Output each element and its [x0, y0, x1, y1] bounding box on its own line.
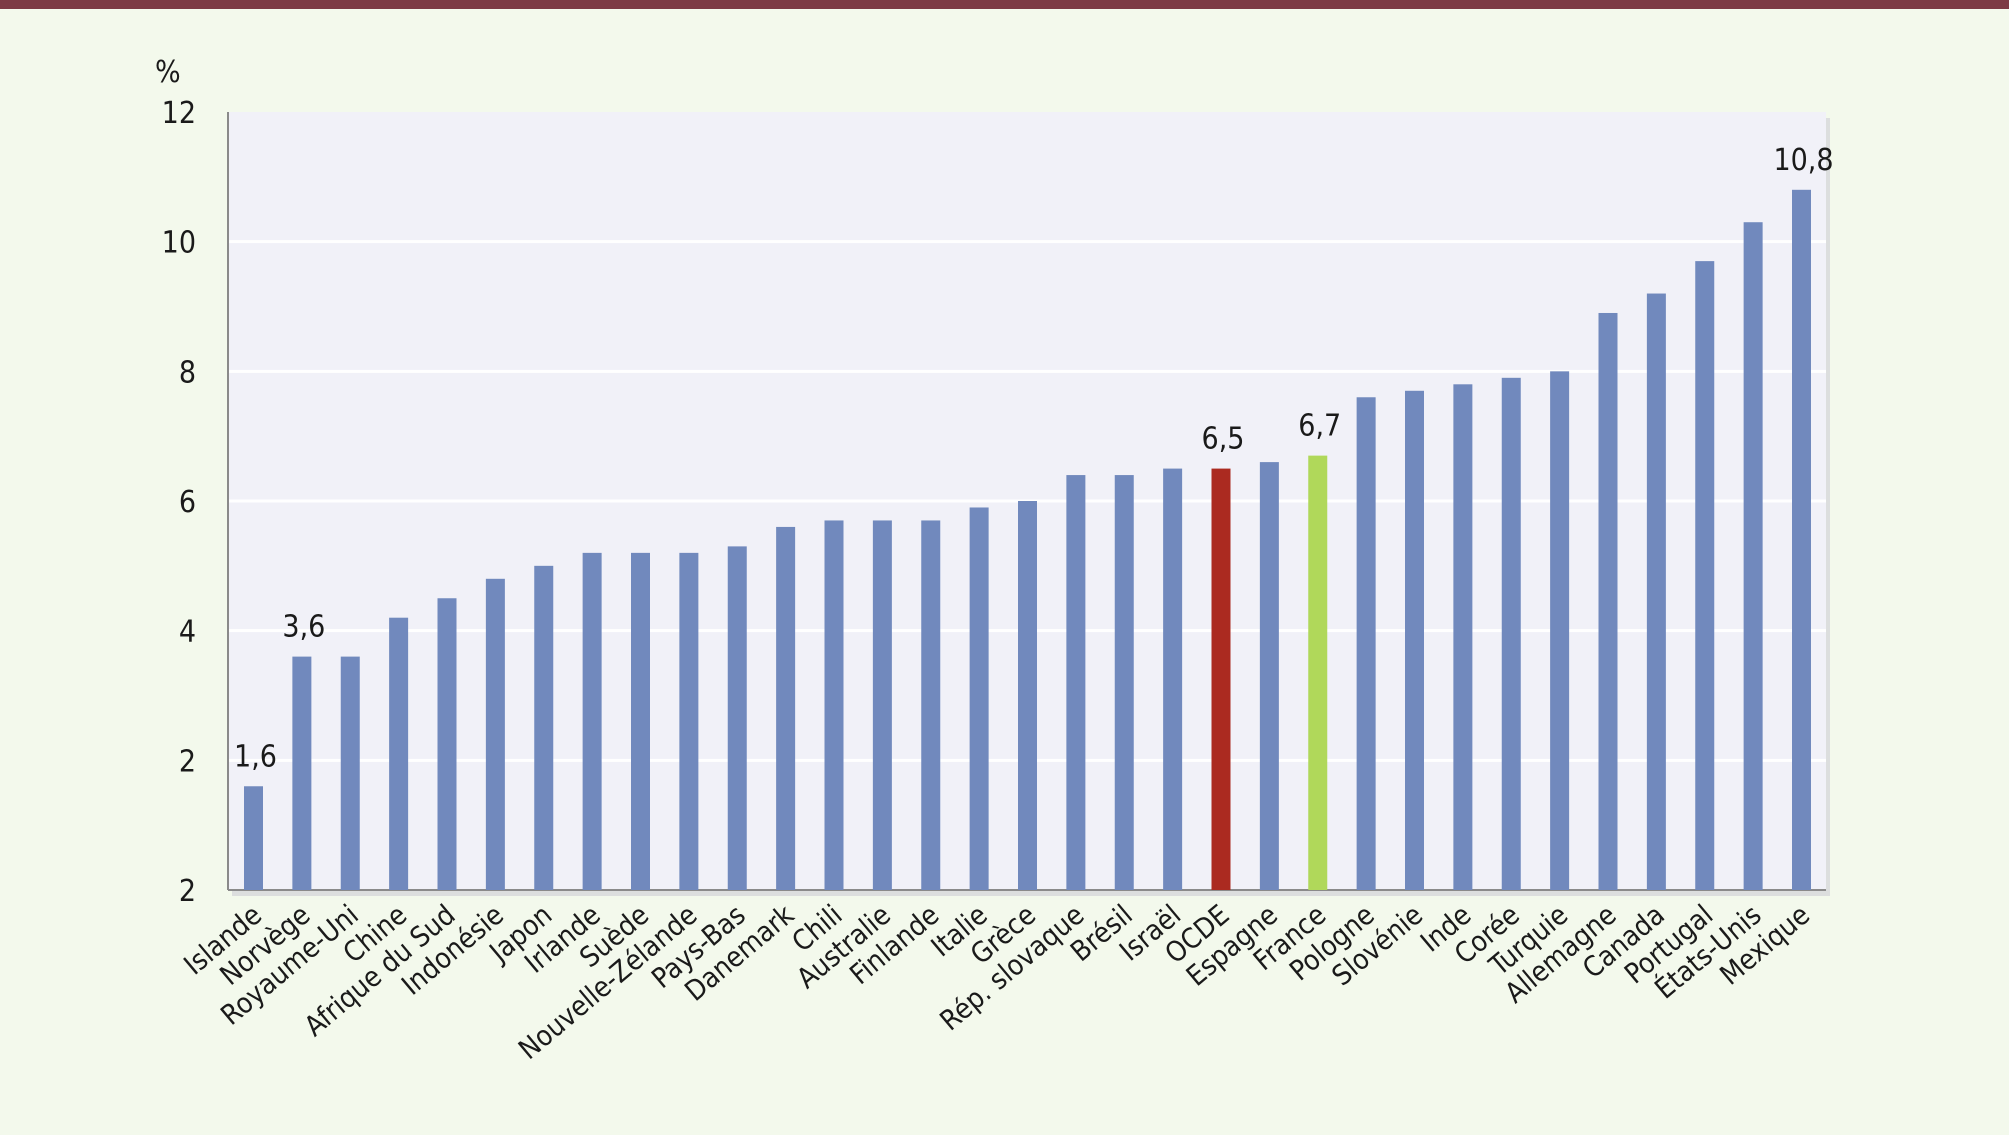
bar: [1598, 312, 1618, 890]
bar: [1743, 222, 1763, 890]
data-label: 1,6: [234, 739, 277, 774]
bar: [1114, 475, 1134, 890]
y-tick-label: 6: [179, 485, 196, 520]
bar: [1405, 390, 1424, 890]
bar: [1259, 462, 1279, 890]
bar: [727, 546, 747, 890]
bar: [1066, 475, 1086, 890]
y-tick-label: 8: [179, 355, 196, 390]
y-tick-label: 12: [162, 96, 196, 131]
bar: [534, 565, 554, 890]
y-tick-label: 2: [179, 744, 196, 779]
bar: [679, 552, 699, 890]
bar: [389, 617, 409, 890]
data-label: 6,5: [1202, 422, 1245, 457]
bar: [1501, 377, 1521, 891]
data-label: 6,7: [1298, 409, 1341, 444]
bar: [582, 552, 602, 890]
bar: [1018, 501, 1037, 890]
bar: [872, 520, 892, 890]
bar: [437, 598, 457, 890]
bar: [1646, 293, 1666, 890]
bar: [921, 520, 941, 890]
y-tick-label: 2: [179, 874, 196, 909]
bar: [1453, 384, 1473, 890]
bar: [244, 786, 263, 890]
bar: [1792, 189, 1811, 891]
y-tick-label: 4: [179, 615, 196, 650]
y-axis-unit-label: %: [155, 55, 181, 90]
top-border-bar: [0, 0, 2009, 9]
bar: [631, 552, 650, 890]
bar: [1356, 397, 1376, 890]
bar: [1163, 468, 1183, 890]
bar: [1308, 455, 1328, 890]
bar: [1211, 468, 1231, 890]
bar: [292, 656, 312, 890]
y-tick-label: 10: [162, 226, 196, 261]
data-label: 10,8: [1773, 143, 1833, 178]
bar: [1695, 261, 1715, 890]
data-label: 3,6: [282, 610, 325, 645]
bar: [824, 520, 844, 890]
bar: [340, 656, 360, 890]
bar: [776, 526, 796, 890]
bar: [969, 507, 989, 890]
bar: [485, 578, 505, 890]
bar: [1550, 371, 1570, 890]
